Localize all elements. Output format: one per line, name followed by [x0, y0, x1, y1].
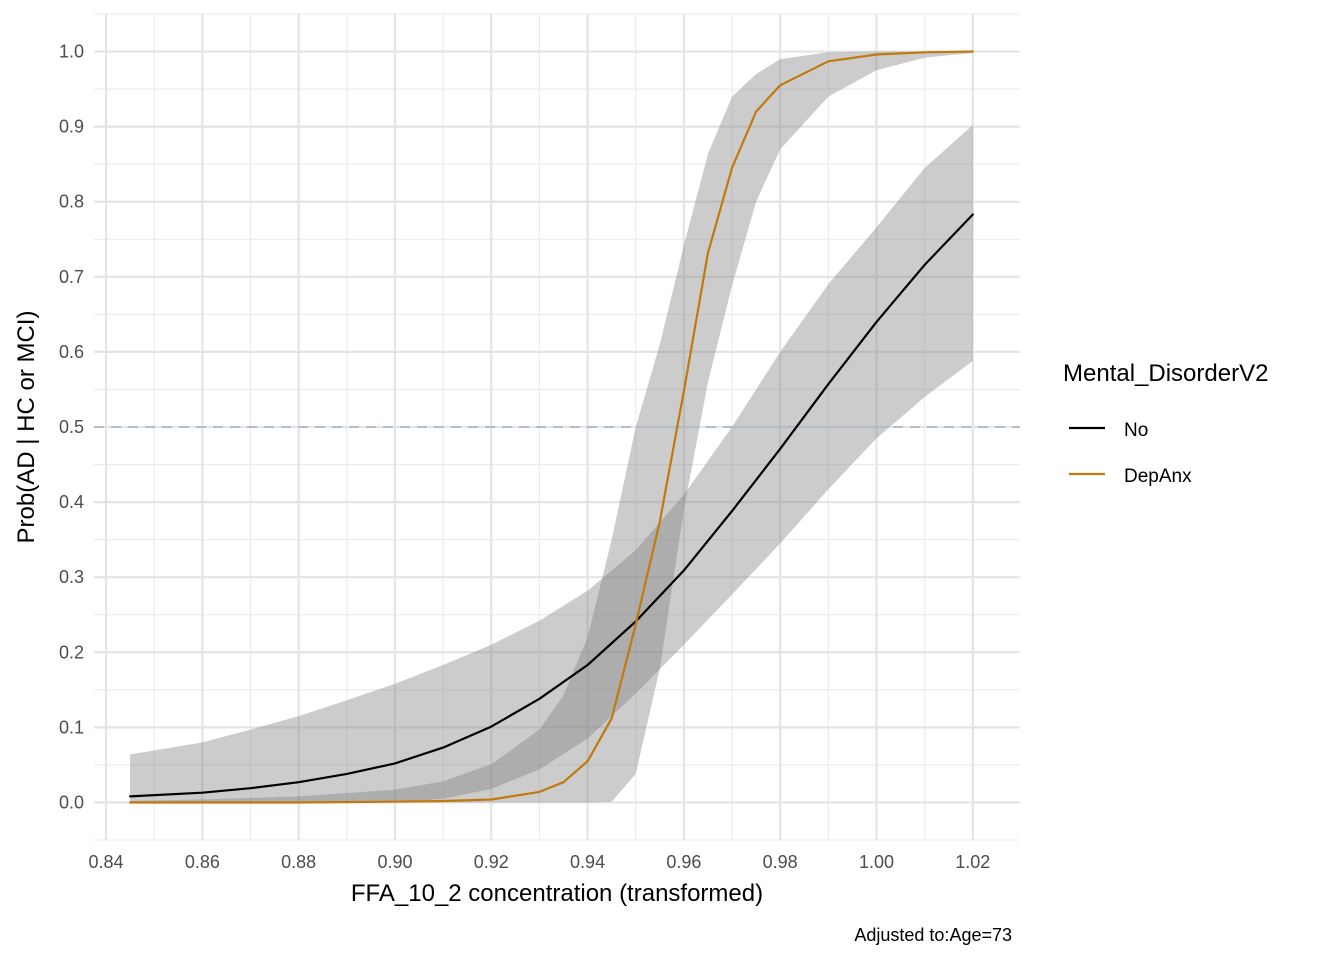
y-tick-label: 0.0: [59, 792, 84, 812]
y-tick-label: 0.6: [59, 342, 84, 362]
y-tick-label: 0.1: [59, 717, 84, 737]
y-tick-label: 0.9: [59, 117, 84, 137]
x-tick-label: 0.86: [185, 852, 220, 872]
minor-gridlines: [94, 13, 1020, 841]
confidence-ribbons: [130, 51, 973, 803]
y-axis-ticks: 0.0 0.1 0.2 0.3 0.4 0.5 0.6 0.7 0.8 0.9 1.0: [59, 42, 84, 813]
y-tick-label: 0.4: [59, 492, 84, 512]
legend-label-no: No: [1124, 420, 1148, 441]
y-tick-label: 0.7: [59, 267, 84, 287]
legend: Mental_DisorderV2 No DepAnx: [1063, 360, 1268, 487]
x-tick-label: 1.02: [955, 852, 990, 872]
y-tick-label: 0.3: [59, 567, 84, 587]
legend-label-depanx: DepAnx: [1124, 466, 1192, 487]
x-axis-ticks: 0.84 0.86 0.88 0.90 0.92 0.94 0.96 0.98 1.00 1.02: [89, 852, 991, 872]
x-tick-label: 0.96: [666, 852, 701, 872]
series-lines: [129, 50, 974, 804]
y-tick-label: 0.2: [59, 642, 84, 662]
major-gridlines: [94, 14, 1020, 840]
series-line-depanx: [129, 50, 974, 804]
x-tick-label: 0.94: [570, 852, 605, 872]
x-tick-label: 0.88: [281, 852, 316, 872]
x-tick-label: 0.92: [474, 852, 509, 872]
series-line-no: [129, 213, 974, 798]
caption: Adjusted to:Age=73: [854, 925, 1012, 945]
y-tick-label: 1.0: [59, 42, 84, 62]
x-axis-title: FFA_10_2 concentration (transformed): [351, 880, 763, 907]
x-tick-label: 0.90: [377, 852, 412, 872]
y-axis-title: Prob(AD | HC or MCI): [13, 311, 40, 544]
y-tick-label: 0.5: [59, 417, 84, 437]
x-tick-label: 0.98: [763, 852, 798, 872]
confidence-band-no: [130, 125, 973, 803]
x-tick-label: 0.84: [89, 852, 124, 872]
legend-title: Mental_DisorderV2: [1063, 360, 1268, 387]
x-tick-label: 1.00: [859, 852, 894, 872]
y-tick-label: 0.8: [59, 192, 84, 212]
